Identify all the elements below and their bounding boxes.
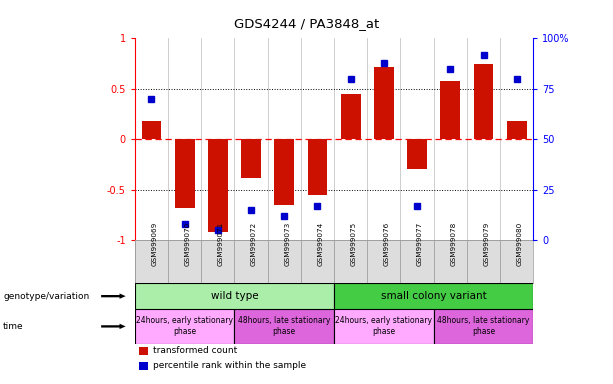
Text: 24hours, early stationary
phase: 24hours, early stationary phase	[136, 316, 233, 336]
Bar	[467, 240, 500, 283]
Bar	[473, 64, 493, 139]
Bar	[407, 139, 427, 169]
Text: wild type: wild type	[211, 291, 258, 301]
Bar	[275, 139, 294, 205]
Text: GSM999080: GSM999080	[517, 221, 523, 266]
Bar	[135, 240, 168, 283]
Text: 48hours, late stationary
phase: 48hours, late stationary phase	[437, 316, 530, 336]
Text: GSM999072: GSM999072	[251, 221, 257, 266]
Bar	[175, 139, 195, 208]
Bar	[234, 309, 334, 344]
Bar	[400, 240, 433, 283]
Text: transformed count: transformed count	[153, 346, 237, 355]
Bar	[308, 139, 327, 195]
Bar	[168, 240, 201, 283]
Text: GSM999073: GSM999073	[284, 221, 291, 266]
Bar	[139, 346, 148, 354]
Text: time: time	[3, 322, 24, 331]
Bar	[440, 81, 460, 139]
Bar	[433, 309, 533, 344]
Bar	[301, 240, 334, 283]
Bar	[139, 361, 148, 369]
Bar	[268, 240, 301, 283]
Text: GSM999069: GSM999069	[151, 221, 158, 266]
Bar	[341, 94, 360, 139]
Text: GSM999076: GSM999076	[384, 221, 390, 266]
Bar	[433, 240, 467, 283]
Bar	[241, 139, 261, 177]
Text: GSM999077: GSM999077	[417, 221, 423, 266]
Text: GSM999070: GSM999070	[185, 221, 191, 266]
Bar	[208, 139, 228, 232]
Bar	[142, 121, 161, 139]
Text: GSM999071: GSM999071	[218, 221, 224, 266]
Bar	[374, 67, 394, 139]
Text: GSM999075: GSM999075	[351, 221, 357, 266]
Text: 24hours, early stationary
phase: 24hours, early stationary phase	[335, 316, 432, 336]
Bar	[334, 283, 533, 309]
Text: GSM999078: GSM999078	[451, 221, 456, 266]
Text: 48hours, late stationary
phase: 48hours, late stationary phase	[238, 316, 330, 336]
Bar	[367, 240, 400, 283]
Text: GDS4244 / PA3848_at: GDS4244 / PA3848_at	[234, 17, 379, 30]
Text: percentile rank within the sample: percentile rank within the sample	[153, 361, 306, 370]
Text: genotype/variation: genotype/variation	[3, 292, 89, 301]
Text: GSM999079: GSM999079	[484, 221, 490, 266]
Bar	[334, 240, 367, 283]
Text: GSM999074: GSM999074	[318, 221, 324, 266]
Bar	[507, 121, 527, 139]
Bar	[135, 309, 234, 344]
Bar	[234, 240, 268, 283]
Bar	[135, 283, 334, 309]
Text: small colony variant: small colony variant	[381, 291, 487, 301]
Bar	[334, 309, 433, 344]
Bar	[500, 240, 533, 283]
Bar	[201, 240, 234, 283]
